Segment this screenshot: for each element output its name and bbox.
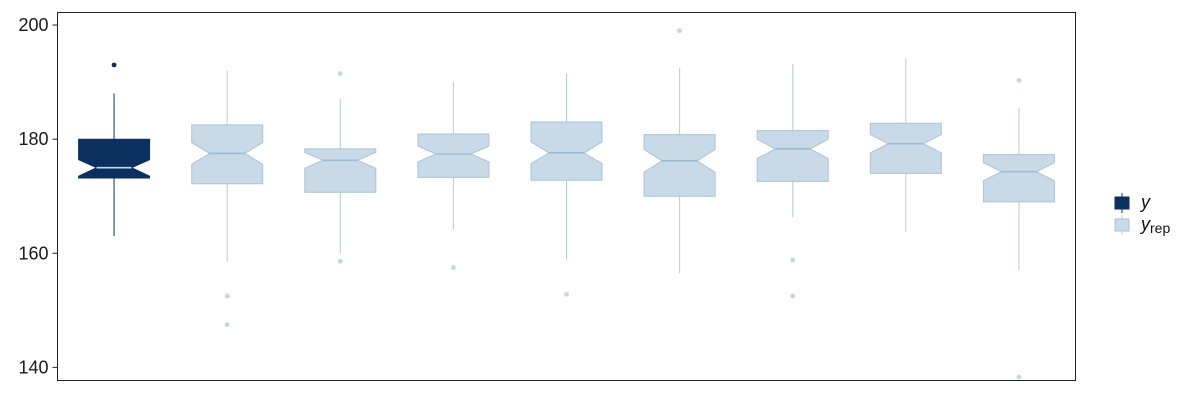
legend-key-swatch xyxy=(1114,196,1130,210)
box-replicate xyxy=(417,82,490,270)
legend-label-main: y xyxy=(1139,214,1151,234)
outlier-point xyxy=(1016,77,1022,83)
box-observed xyxy=(78,62,151,237)
outlier-point xyxy=(111,62,117,68)
box-replicate xyxy=(982,77,1055,380)
legend-label-subscript: rep xyxy=(1150,220,1170,236)
outlier-point xyxy=(224,322,230,327)
y-tick-label: 140 xyxy=(18,357,48,377)
box-body xyxy=(78,138,151,179)
outlier-point xyxy=(337,71,343,76)
box-replicate xyxy=(191,70,264,327)
legend-item-y: y xyxy=(1114,192,1151,213)
box-replicate xyxy=(869,58,942,232)
y-tick-label: 160 xyxy=(18,243,48,263)
box-replicate xyxy=(643,28,716,274)
box-body xyxy=(756,130,829,182)
outlier-point xyxy=(224,293,230,299)
legend-label: yrep xyxy=(1139,214,1170,236)
box-body xyxy=(643,134,716,197)
outlier-point xyxy=(790,257,796,263)
box-body xyxy=(982,154,1055,203)
outlier-point xyxy=(337,258,343,264)
legend-label-main: y xyxy=(1139,192,1151,212)
legend-key-swatch xyxy=(1114,218,1130,232)
plot-panel-border xyxy=(57,12,1076,381)
box-body xyxy=(869,122,942,174)
y-tick-label: 200 xyxy=(18,15,48,35)
y-axis: 140 160 180 200 xyxy=(18,15,58,377)
outlier-point xyxy=(450,265,456,270)
box-body xyxy=(530,121,603,181)
box-replicate xyxy=(756,63,829,299)
legend-label: y xyxy=(1139,192,1151,212)
outlier-point xyxy=(790,293,796,299)
box-body xyxy=(191,124,264,185)
box-body xyxy=(304,148,377,193)
outlier-point xyxy=(677,28,683,34)
outlier-point xyxy=(564,291,569,297)
box-body xyxy=(417,133,490,178)
legend-item-y_rep: yrep xyxy=(1114,214,1170,236)
y-tick-label: 180 xyxy=(18,129,48,149)
box-series xyxy=(78,28,1055,380)
outlier-point xyxy=(1016,374,1022,380)
box-replicate xyxy=(304,71,377,264)
box-replicate xyxy=(530,73,603,297)
